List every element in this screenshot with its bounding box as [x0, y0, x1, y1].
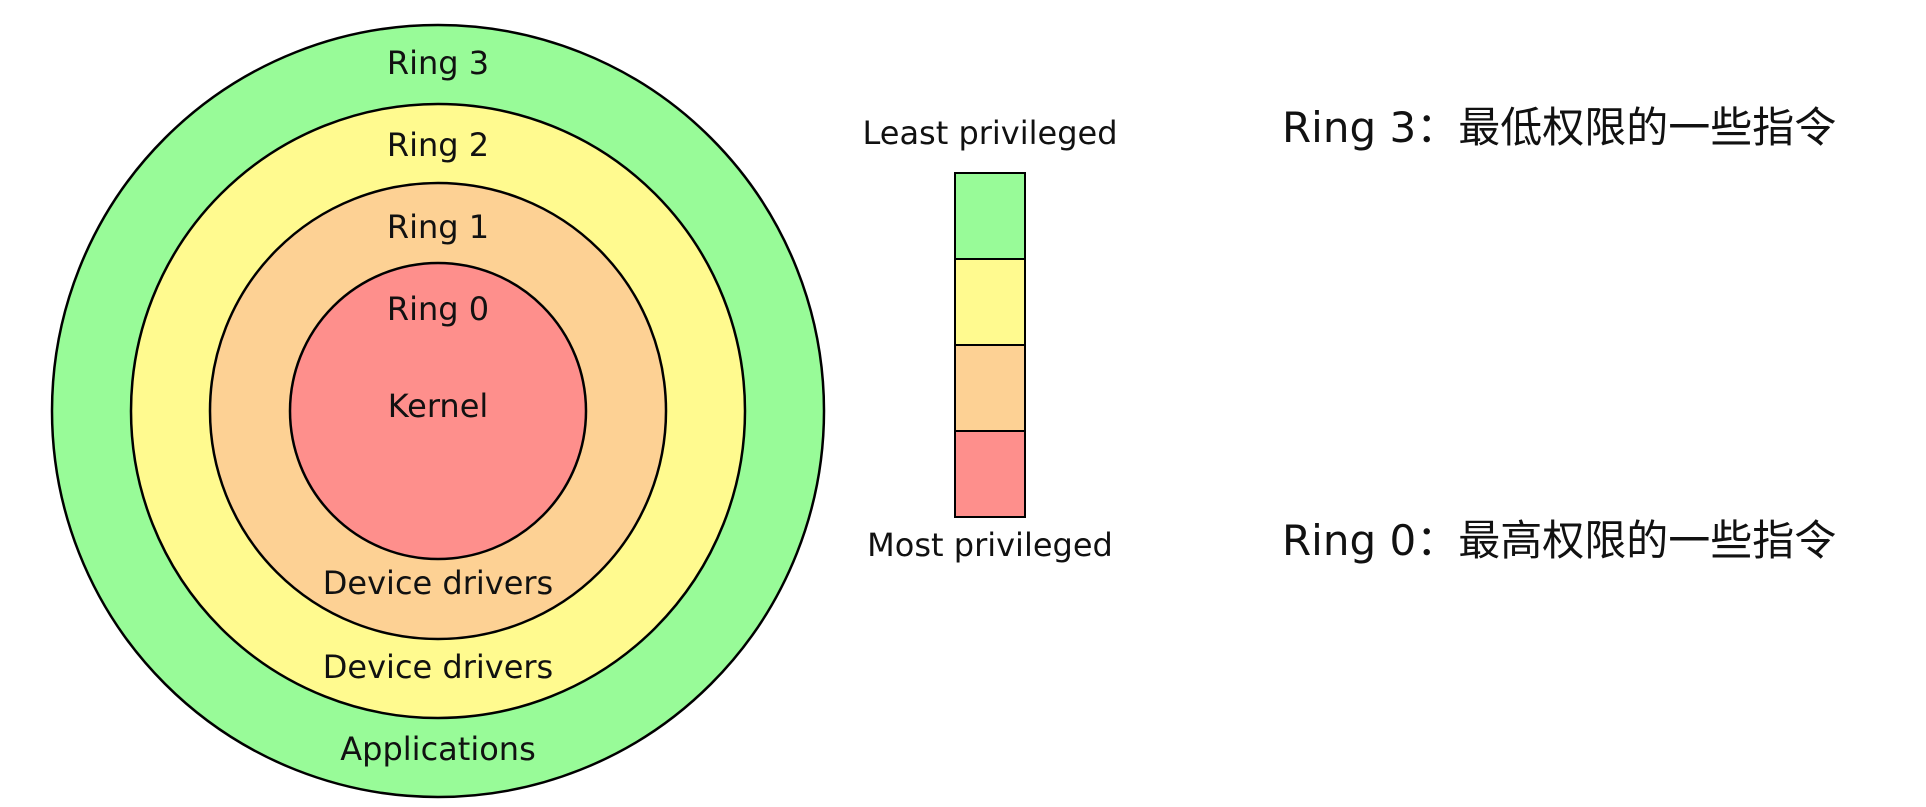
ring-1-label: Ring 1 [387, 208, 489, 246]
privilege-scale: Least privileged Most privileged [862, 114, 1117, 564]
ring-0-note: Ring 0：最高权限的一些指令 [1282, 516, 1836, 565]
ring-0-label: Ring 0 [387, 290, 489, 328]
ring-2-label: Ring 2 [387, 126, 489, 164]
scale-segment-ring-3 [954, 172, 1026, 260]
ring-3-note: Ring 3：最低权限的一些指令 [1282, 103, 1836, 152]
scale-segment-ring-1 [954, 344, 1026, 432]
ring-2-sublabel: Device drivers [323, 648, 553, 686]
ring-1-sublabel: Device drivers [323, 564, 553, 602]
scale-segment-ring-0 [954, 430, 1026, 518]
ring-3-label: Ring 3 [387, 44, 489, 82]
most-privileged-label: Most privileged [867, 526, 1113, 564]
ring-0-sublabel: Kernel [388, 387, 489, 425]
rings-group [50, 23, 826, 799]
ring-0-circle [288, 261, 588, 561]
scale-segment-ring-2 [954, 258, 1026, 346]
least-privileged-label: Least privileged [862, 114, 1117, 152]
ring-3-sublabel: Applications [340, 730, 535, 768]
